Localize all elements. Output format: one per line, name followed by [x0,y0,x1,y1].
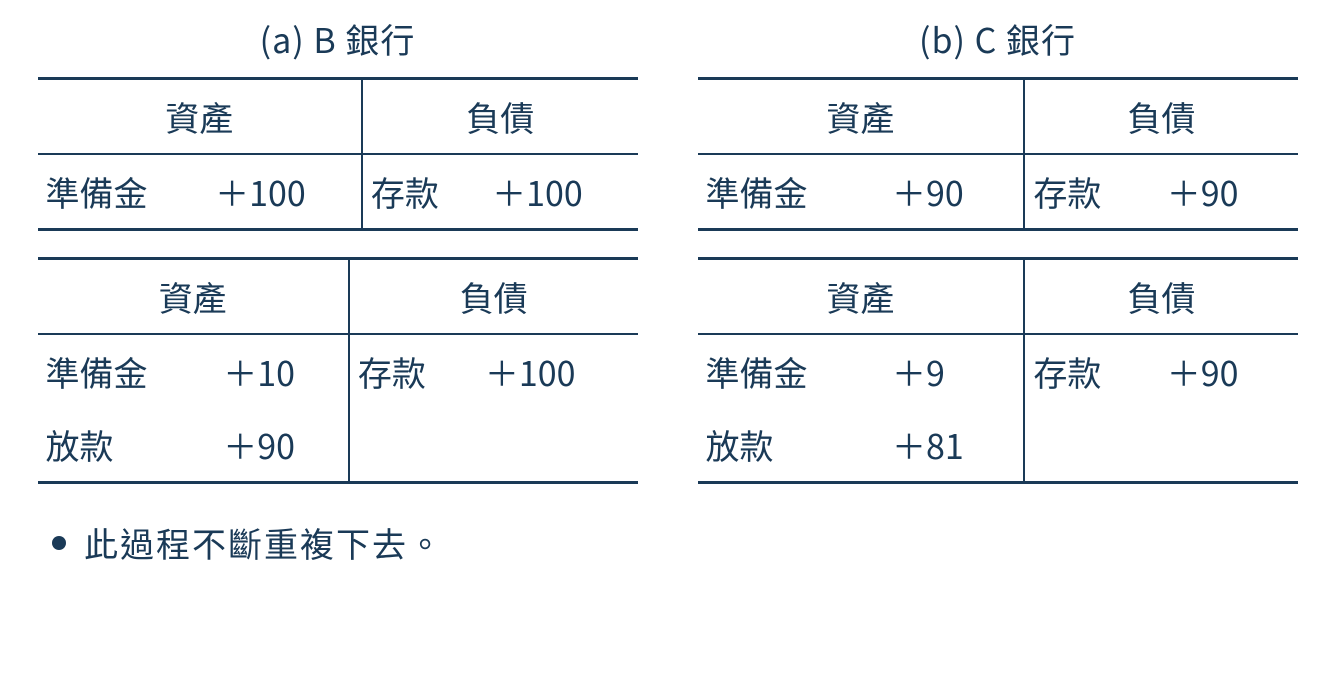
empty-cell [1024,408,1158,483]
asset-value: ＋90 [884,154,1024,230]
bank-c-title: (b) C 銀行 [698,0,1298,77]
empty-cell [1159,408,1298,483]
liab-label: 存款 [362,154,484,230]
liab-label: 存款 [349,334,477,408]
assets-header: 資產 [698,79,1025,155]
bullet-text: 此過程不斷重複下去。 [84,518,444,567]
bank-b-taccount-1: 資產 負債 準備金 ＋100 存款 ＋100 [38,77,638,231]
assets-header: 資產 [698,259,1025,335]
bank-c-taccount-2: 資產 負債 準備金 ＋9 存款 ＋90 放款 ＋81 [698,257,1298,484]
liabilities-header: 負債 [1024,79,1297,155]
liab-value: ＋100 [484,154,637,230]
asset-label: 準備金 [38,334,216,408]
liab-label: 存款 [1024,154,1158,230]
liabilities-header: 負債 [362,79,638,155]
asset-value: ＋10 [215,334,349,408]
liab-value: ＋90 [1159,154,1298,230]
empty-cell [349,408,477,483]
liab-value: ＋90 [1159,334,1298,408]
asset-value: ＋100 [207,154,362,230]
empty-cell [477,408,638,483]
bank-c-column: (b) C 銀行 資產 負債 準備金 ＋90 存款 ＋90 資產 [698,0,1298,484]
asset-value: ＋90 [215,408,349,483]
liab-label: 存款 [1024,334,1158,408]
asset-label: 準備金 [698,154,885,230]
assets-header: 資產 [38,259,349,335]
asset-label: 準備金 [38,154,208,230]
bullet-item: 此過程不斷重複下去。 [20,518,1315,567]
asset-label: 準備金 [698,334,885,408]
liabilities-header: 負債 [1024,259,1297,335]
liabilities-header: 負債 [349,259,638,335]
bank-b-title: (a) B 銀行 [38,0,638,77]
bank-b-taccount-2: 資產 負債 準備金 ＋10 存款 ＋100 放款 ＋90 [38,257,638,484]
bank-b-column: (a) B 銀行 資產 負債 準備金 ＋100 存款 ＋100 資產 [38,0,638,484]
asset-value: ＋81 [884,408,1024,483]
bank-c-taccount-1: 資產 負債 準備金 ＋90 存款 ＋90 [698,77,1298,231]
asset-label: 放款 [698,408,885,483]
asset-value: ＋9 [884,334,1024,408]
liab-value: ＋100 [477,334,638,408]
assets-header: 資產 [38,79,362,155]
asset-label: 放款 [38,408,216,483]
bullet-dot-icon [52,536,66,550]
